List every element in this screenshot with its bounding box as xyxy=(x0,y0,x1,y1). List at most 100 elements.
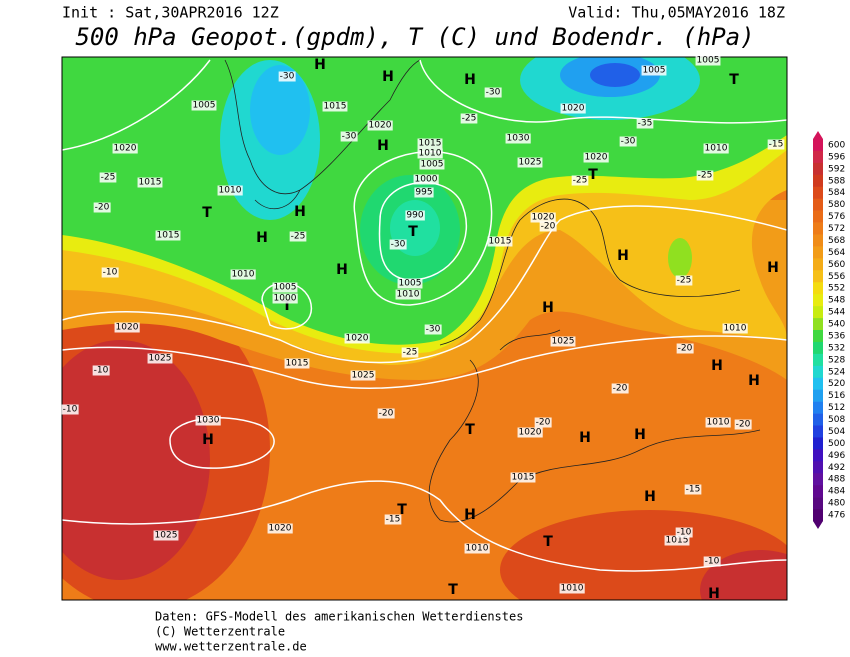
pressure-center: H xyxy=(336,262,348,278)
contour-label: 1025 xyxy=(149,354,172,364)
label-background xyxy=(395,289,421,300)
colorbar-swatch xyxy=(813,318,823,331)
contour-label: 1010 xyxy=(232,270,255,280)
colorbar-swatch xyxy=(813,222,823,235)
label-background xyxy=(397,278,423,289)
pressure-center: T xyxy=(202,205,212,221)
label-background xyxy=(534,417,552,428)
contour-label: 1020 xyxy=(269,524,292,534)
label-background xyxy=(99,172,117,183)
isobar xyxy=(62,59,787,151)
colorbar-swatch xyxy=(813,282,823,295)
valid-time: Valid: Thu,05MAY2016 18Z xyxy=(568,4,785,22)
colorbar-label: 528 xyxy=(828,355,845,365)
colorbar-label: 488 xyxy=(828,475,845,485)
contour-label: 1030 xyxy=(197,416,220,426)
contour-label: 995 xyxy=(415,188,432,198)
contour-label: -30 xyxy=(391,240,406,250)
cold-core xyxy=(250,65,310,155)
init-time: Init : Sat,30APR2016 12Z xyxy=(62,4,279,22)
colorbar-swatch xyxy=(813,246,823,259)
label-background xyxy=(417,148,443,159)
contour-label: -10 xyxy=(63,405,78,415)
colorbar-swatch xyxy=(813,437,823,450)
colorbar-label: 576 xyxy=(828,212,845,222)
label-background xyxy=(734,419,752,430)
label-background xyxy=(191,100,217,111)
label-background xyxy=(641,65,667,76)
colorbar-arrow xyxy=(813,131,823,139)
contour-label: -20 xyxy=(678,344,693,354)
footer-line: (C) Wetterzentrale xyxy=(155,625,285,639)
label-background xyxy=(344,333,370,344)
label-background xyxy=(703,556,721,567)
label-background xyxy=(487,236,513,247)
label-background xyxy=(583,152,609,163)
colorbar-label: 492 xyxy=(828,463,845,473)
colorbar-swatch xyxy=(813,341,823,355)
contour-label: -20 xyxy=(736,420,751,430)
contour-label: 1010 xyxy=(561,584,584,594)
label-background xyxy=(153,530,179,541)
contour-label: 1015 xyxy=(512,473,535,483)
colorbar-label: 580 xyxy=(828,200,845,210)
label-background xyxy=(405,210,425,221)
contour-label: 1020 xyxy=(346,334,369,344)
label-background xyxy=(389,239,407,250)
contour-label: -15 xyxy=(686,485,701,495)
contour-label: 1010 xyxy=(219,186,242,196)
colorbar-swatch xyxy=(813,330,823,343)
contour-label: 1015 xyxy=(139,178,162,188)
label-background xyxy=(636,118,654,129)
label-background xyxy=(147,353,173,364)
contour-label: -10 xyxy=(94,366,109,376)
colorbar-label: 544 xyxy=(828,308,845,318)
colorbar-label: 524 xyxy=(828,367,845,377)
label-background xyxy=(705,417,731,428)
colorbar-label: 516 xyxy=(828,391,845,401)
label-background xyxy=(272,293,298,304)
colorbar-label: 508 xyxy=(828,415,845,425)
colorbar-label: 512 xyxy=(828,403,845,413)
contour-label: -30 xyxy=(280,72,295,82)
colorbar-label: 548 xyxy=(828,296,845,306)
pressure-center: T xyxy=(408,224,418,240)
contour-label: -10 xyxy=(677,528,692,538)
contour-label: 1005 xyxy=(274,283,297,293)
colorbar-swatch xyxy=(813,485,823,498)
contour-label: 1005 xyxy=(399,279,422,289)
label-background xyxy=(676,343,694,354)
pressure-center: T xyxy=(465,422,475,438)
colorbar-label: 568 xyxy=(828,236,845,246)
contour-label: -35 xyxy=(638,119,653,129)
isobar xyxy=(62,205,787,364)
label-background xyxy=(464,543,490,554)
label-background xyxy=(155,230,181,241)
label-background xyxy=(675,275,693,286)
colorbar-swatch xyxy=(813,401,823,414)
label-background xyxy=(619,136,637,147)
pressure-center: H xyxy=(579,430,591,446)
contour-label: 1005 xyxy=(421,160,444,170)
contour-label: -20 xyxy=(379,409,394,419)
colorbar-label: 480 xyxy=(828,499,845,509)
pressure-center: H xyxy=(377,138,389,154)
contour-label: 1000 xyxy=(274,294,297,304)
label-background xyxy=(93,202,111,213)
label-background xyxy=(417,138,443,149)
contour-label: 990 xyxy=(406,211,423,221)
label-background xyxy=(413,174,439,185)
label-background xyxy=(322,101,348,112)
colorbar-label: 600 xyxy=(828,140,845,150)
label-background xyxy=(517,157,543,168)
contour-label: 1015 xyxy=(419,139,442,149)
contour-label: -15 xyxy=(386,515,401,525)
pressure-center: H xyxy=(464,507,476,523)
contour-label: -25 xyxy=(677,276,692,286)
pressure-center: H xyxy=(708,586,720,602)
pressure-center: T xyxy=(448,582,458,598)
contour-label: 1020 xyxy=(116,323,139,333)
